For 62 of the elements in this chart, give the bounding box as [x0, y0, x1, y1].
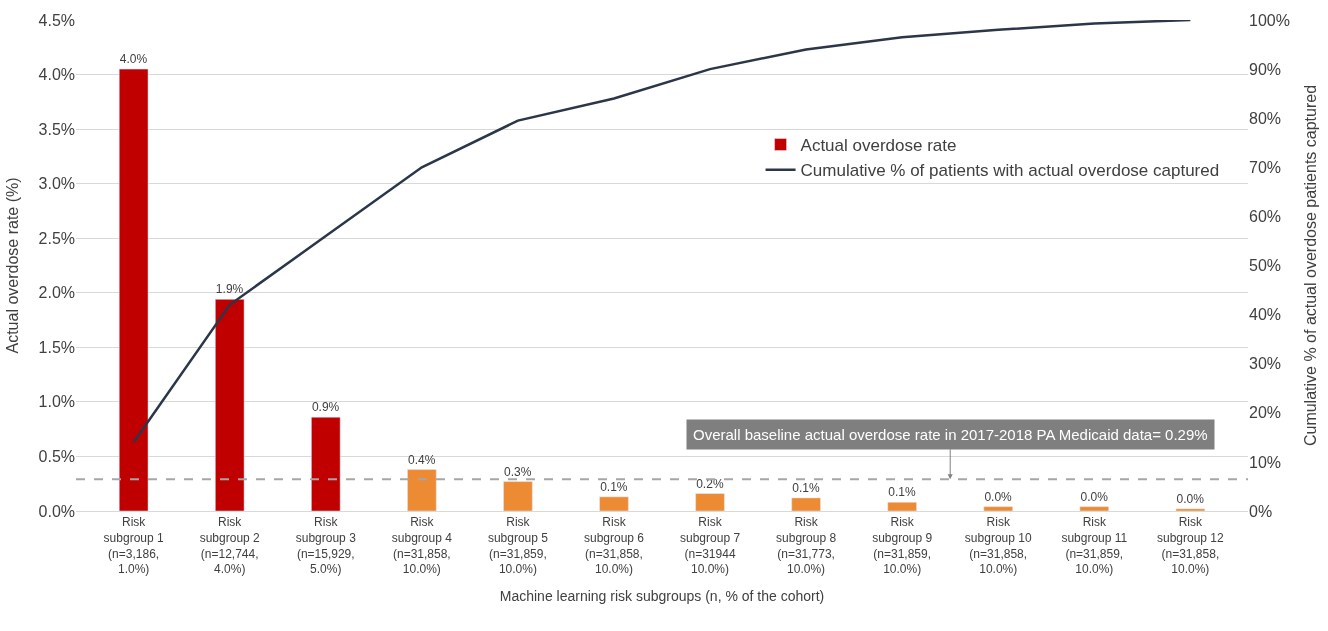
bar: [311, 416, 341, 511]
bar: [1079, 506, 1109, 511]
bar: [983, 506, 1013, 511]
y-tick-label: 2.5%: [38, 229, 75, 247]
y2-tick-label: 90%: [1249, 60, 1282, 78]
legend-label: Actual overdose rate: [800, 136, 957, 156]
y-tick-label: 3.0%: [38, 175, 75, 193]
x-tick-label: Risk subgroup 4 (n=31,858, 10.0%): [391, 515, 453, 577]
y-tick-label: 0.5%: [38, 448, 75, 466]
y-tick-label: 3.5%: [38, 120, 75, 138]
bar: [407, 469, 437, 511]
x-tick-label: Risk subgroup 3 (n=15,929, 5.0%): [295, 515, 357, 577]
y2-tick-label: 30%: [1249, 355, 1282, 373]
x-axis-title: Machine learning risk subgroups (n, % of the cohort): [499, 587, 825, 604]
y2-tick-label: 80%: [1249, 109, 1282, 127]
y2-tick-label: 100%: [1249, 11, 1290, 29]
y-tick-label: 4.5%: [38, 11, 75, 29]
data-label: 0.4%: [408, 452, 436, 467]
data-label: 0.1%: [600, 479, 628, 494]
x-tick-label: Risk subgroup 5 (n=31,859, 10.0%): [487, 515, 549, 577]
y2-axis-title: Cumulative % of actual overdose patients captured: [1301, 84, 1319, 447]
y-tick-label: 1.0%: [38, 393, 75, 411]
data-label: 0.9%: [311, 400, 340, 415]
y2-tick-label: 70%: [1249, 158, 1282, 176]
data-label: 0.0%: [984, 489, 1013, 504]
data-label: 0.1%: [888, 485, 916, 500]
x-tick-label: Risk subgroup 10 (n=31,858, 10.0%): [964, 515, 1032, 577]
y-tick-label: 1.5%: [38, 338, 75, 356]
y2-tick-label: 50%: [1249, 257, 1282, 275]
data-label: 1.9%: [215, 282, 244, 297]
x-tick-label: Risk subgroup 9 (n=31,859, 10.0%): [872, 515, 933, 577]
y2-tick-label: 0%: [1249, 502, 1273, 520]
bar: [887, 502, 917, 511]
data-label: 4.0%: [119, 52, 148, 67]
y2-tick-label: 20%: [1249, 404, 1282, 422]
y-tick-label: 2.0%: [38, 284, 75, 302]
data-label: 0.1%: [792, 480, 820, 495]
x-tick-label: Risk subgroup 1 (n=3,186, 1.0%): [103, 515, 164, 577]
y-axis-title: Actual overdose rate (%): [4, 177, 22, 354]
bar: [503, 481, 533, 511]
y2-tick-label: 10%: [1249, 453, 1282, 471]
data-label: 0.3%: [504, 464, 532, 479]
bar: [215, 299, 245, 511]
y2-tick-label: 40%: [1249, 306, 1282, 324]
x-tick-label: Risk subgroup 2 (n=12,744, 4.0%): [199, 515, 261, 577]
x-tick-label: Risk subgroup 11 (n=31,859, 10.0%): [1061, 515, 1128, 577]
bar: [118, 68, 149, 511]
data-label: 0.0%: [1176, 491, 1205, 506]
x-tick-label: Risk subgroup 7 (n=31944 10.0%): [680, 515, 741, 577]
bar: [1175, 508, 1206, 511]
ref-line-label: Overall baseline actual overdose rate in 2017-2018 PA Medicaid data= 0.29%: [693, 426, 1208, 443]
x-tick-label: Risk subgroup 6 (n=31,858, 10.0%): [583, 515, 645, 577]
x-tick-label: Risk subgroup 12 (n=31,858, 10.0%): [1156, 515, 1225, 577]
bar: [599, 496, 629, 511]
bar: [695, 493, 725, 511]
y-tick-label: 4.0%: [38, 66, 75, 84]
legend-label: Cumulative % of patients with actual overdose captured: [800, 161, 1220, 181]
y-tick-label: 0.0%: [38, 502, 75, 520]
x-tick-label: Risk subgroup 8 (n=31,773, 10.0%): [776, 515, 837, 577]
data-label: 0.0%: [1080, 489, 1109, 504]
y2-tick-label: 60%: [1249, 208, 1282, 225]
bar: [791, 497, 821, 511]
